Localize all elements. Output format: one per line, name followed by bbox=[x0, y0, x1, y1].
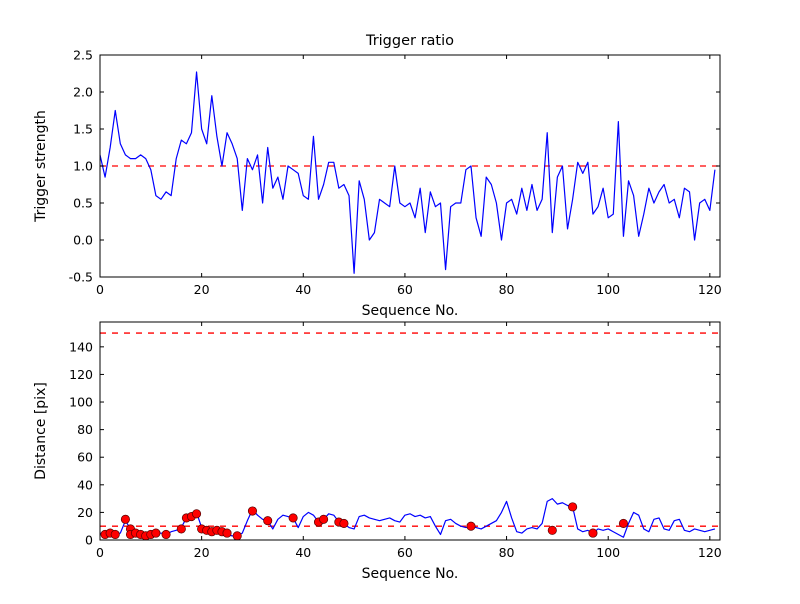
x-axis-label: Sequence No. bbox=[362, 303, 459, 319]
data-point bbox=[247, 506, 258, 516]
plot-title: Trigger ratio bbox=[365, 33, 454, 49]
y-axis-label: Distance [pix] bbox=[33, 382, 49, 480]
data-point bbox=[319, 514, 329, 524]
x-axis-label: Sequence No. bbox=[362, 566, 459, 582]
x-tick-label: 0 bbox=[96, 282, 104, 297]
y-tick-label: 0.5 bbox=[73, 196, 93, 211]
x-tick-label: 80 bbox=[499, 282, 515, 297]
y-tick-label: 0 bbox=[85, 533, 93, 548]
y-tick-label: 120 bbox=[69, 367, 93, 382]
trigger-ratio-plot: 0 20 40 60 80 100 120 -0.5 0.0 0.5 1.0 1.5 2.0 2.5 Tri… bbox=[33, 33, 722, 319]
data-point bbox=[176, 524, 186, 534]
x-tick-label: 120 bbox=[698, 545, 722, 560]
axes-frame bbox=[99, 321, 721, 541]
x-tick-label: 40 bbox=[295, 545, 311, 560]
data-point bbox=[110, 529, 120, 540]
x-tick-label: 60 bbox=[397, 545, 413, 560]
data-point bbox=[192, 509, 202, 519]
data-point bbox=[618, 518, 628, 528]
y-tick-label: 1.0 bbox=[73, 159, 93, 174]
x-tick-label: 0 bbox=[96, 545, 104, 560]
data-point bbox=[222, 528, 232, 538]
y-tick-label: 2.0 bbox=[73, 85, 93, 100]
y-tick-label: 2.5 bbox=[73, 48, 93, 63]
data-point bbox=[263, 516, 273, 526]
data-point bbox=[568, 502, 578, 512]
data-line bbox=[99, 71, 716, 274]
axes-frame bbox=[99, 54, 721, 278]
y-tick-label: 0.0 bbox=[73, 233, 93, 248]
y-tick-label: 100 bbox=[69, 395, 93, 410]
data-point bbox=[466, 521, 476, 531]
y-tick-label: 40 bbox=[77, 477, 93, 492]
y-axis-label: Trigger strength bbox=[33, 110, 49, 223]
y-tick-label: 20 bbox=[77, 505, 93, 520]
y-tick-label: 1.5 bbox=[73, 122, 93, 137]
y-tick-label: 80 bbox=[77, 422, 93, 437]
x-tick-label: 80 bbox=[499, 545, 515, 560]
data-point bbox=[547, 525, 557, 535]
x-tick-label: 100 bbox=[596, 545, 620, 560]
data-point bbox=[120, 514, 130, 524]
y-tick-label: 140 bbox=[69, 339, 93, 354]
data-point bbox=[588, 528, 598, 538]
data-point bbox=[339, 518, 349, 528]
x-tick-label: 60 bbox=[397, 282, 413, 297]
x-tick-label: 40 bbox=[295, 282, 311, 297]
x-tick-label: 20 bbox=[194, 282, 210, 297]
distance-plot: 0 20 40 60 80 100 120 0 20 40 60 80 100 120 140 Sequenc… bbox=[33, 321, 722, 582]
data-point bbox=[232, 531, 242, 541]
data-point bbox=[151, 528, 161, 538]
x-tick-label: 120 bbox=[698, 282, 722, 297]
data-point bbox=[161, 529, 171, 540]
y-tick-label: -0.5 bbox=[69, 270, 93, 285]
x-tick-label: 20 bbox=[194, 545, 210, 560]
y-tick-label: 60 bbox=[77, 450, 93, 465]
x-tick-label: 100 bbox=[596, 282, 620, 297]
data-point bbox=[288, 513, 298, 523]
